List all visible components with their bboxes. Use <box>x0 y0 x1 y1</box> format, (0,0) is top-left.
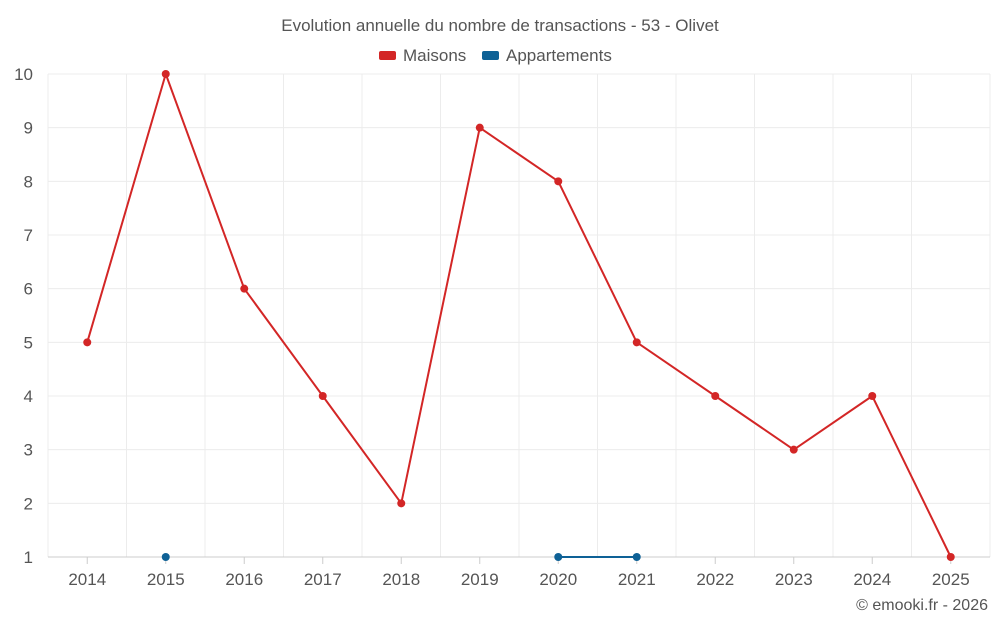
data-point-maisons[interactable] <box>789 445 798 454</box>
x-tick-label: 2019 <box>461 570 499 589</box>
chart-title: Evolution annuelle du nombre de transact… <box>281 16 719 35</box>
x-tick-label: 2024 <box>853 570 891 589</box>
data-point-appartements[interactable] <box>632 553 641 561</box>
x-tick-label: 2023 <box>775 570 813 589</box>
data-point-maisons[interactable] <box>946 553 955 561</box>
data-point-maisons[interactable] <box>161 70 170 78</box>
data-point-maisons[interactable] <box>397 499 406 508</box>
y-tick-label: 7 <box>24 226 33 245</box>
x-tick-label: 2021 <box>618 570 656 589</box>
x-tick-label: 2016 <box>225 570 263 589</box>
legend-swatch-maisons <box>379 51 396 60</box>
x-tick-label: 2015 <box>147 570 185 589</box>
credit-text[interactable]: © emooki.fr - 2026 <box>856 597 988 614</box>
x-tick-label: 2018 <box>382 570 420 589</box>
legend: Maisons Appartements <box>379 46 612 65</box>
y-tick-label: 5 <box>24 333 33 352</box>
axes: 1 2 3 4 5 6 7 8 9 10 2014 2015 2016 2017 2018 2019 2020 2… <box>14 65 990 589</box>
x-tick-label: 2025 <box>932 570 970 589</box>
data-points <box>83 70 955 561</box>
x-tick-label: 2022 <box>696 570 734 589</box>
legend-label-maisons: Maisons <box>403 46 466 65</box>
x-tick-label: 2014 <box>68 570 106 589</box>
legend-item-maisons[interactable]: Maisons <box>379 46 466 65</box>
series-lines <box>86 73 952 558</box>
legend-swatch-appartements <box>482 51 499 60</box>
data-point-maisons[interactable] <box>475 123 484 132</box>
y-tick-label: 8 <box>24 172 33 191</box>
y-tick-label: 9 <box>24 119 33 138</box>
data-point-maisons[interactable] <box>240 284 249 293</box>
y-tick-label: 1 <box>24 548 33 567</box>
y-tick-label: 6 <box>24 280 33 299</box>
x-tick-label: 2020 <box>539 570 577 589</box>
data-point-maisons[interactable] <box>83 338 92 347</box>
data-point-maisons[interactable] <box>318 392 327 400</box>
data-point-maisons[interactable] <box>632 338 641 347</box>
legend-label-appartements: Appartements <box>506 46 612 65</box>
data-point-maisons[interactable] <box>868 392 877 400</box>
y-tick-label: 4 <box>24 387 33 406</box>
y-tick-label: 10 <box>14 65 33 84</box>
x-tick-label: 2017 <box>304 570 342 589</box>
data-point-appartements[interactable] <box>161 553 170 561</box>
y-tick-label: 3 <box>24 441 33 460</box>
data-point-maisons[interactable] <box>711 392 720 400</box>
legend-item-appartements[interactable]: Appartements <box>482 46 612 65</box>
data-point-appartements[interactable] <box>554 553 563 561</box>
y-tick-label: 2 <box>24 494 33 513</box>
series-line-maisons <box>86 73 952 558</box>
data-point-maisons[interactable] <box>554 177 563 186</box>
grid-lines <box>47 73 991 557</box>
